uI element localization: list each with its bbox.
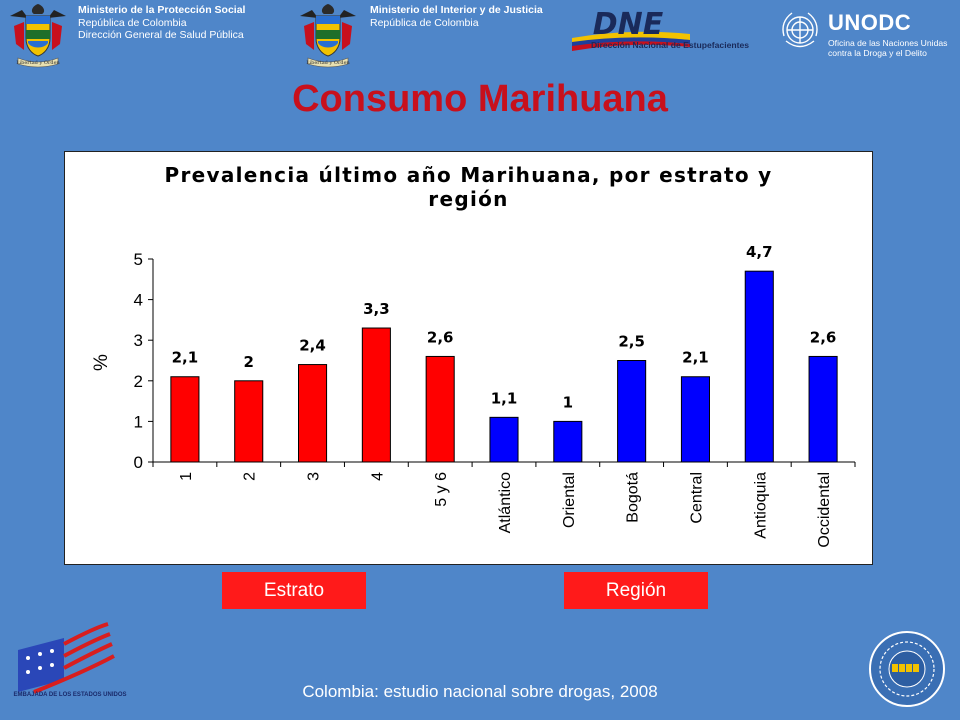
chart-panel: Prevalencia último año Marihuana, por es… [64, 151, 873, 565]
chart-title-line2: región [428, 187, 509, 211]
us-flag-icon: EMBAJADA DE LOS ESTADOS UNIDOS [4, 620, 136, 712]
category-label: Antioquia [752, 472, 769, 539]
bar-9 [680, 376, 710, 463]
bar-6 [489, 416, 519, 463]
ministry-protection-block: Ministerio de la Protección Social Repúb… [78, 4, 245, 42]
bar-value-label: 1,1 [491, 389, 518, 407]
bar-3 [298, 364, 328, 463]
svg-text:Libertad y Orden: Libertad y Orden [306, 60, 350, 66]
bar-chart: 0 1 2 3 4 5% 2,1 1 2 2 2,4 3 3,3 4 2,6 5 y 6 1,1 Atlántic… [91, 243, 856, 548]
bar-value-label: 2,5 [618, 333, 645, 351]
bar-8 [617, 360, 647, 463]
ministry-interior-block: Ministerio del Interior y de Justicia Re… [370, 4, 543, 29]
ministry-protection-direction: Dirección General de Salud Pública [78, 29, 244, 41]
bar-value-label: 2,1 [172, 349, 199, 367]
chart-title: Prevalencia último año Marihuana, por es… [65, 163, 872, 211]
category-label: 5 y 6 [433, 472, 450, 507]
unodc-subtitle-line2: contra la Droga y el Delito [828, 48, 927, 58]
dne-logo-icon: DNE [570, 4, 766, 52]
category-label: 3 [306, 472, 323, 481]
category-label: Bogotá [625, 472, 642, 523]
category-label: 1 [178, 472, 195, 481]
bar-value-label: 2,6 [810, 328, 837, 346]
bar-1 [170, 376, 200, 463]
bar-2 [234, 380, 264, 463]
category-label: 2 [242, 472, 259, 481]
category-label: Central [688, 472, 705, 524]
oas-seal-icon [868, 630, 946, 708]
un-emblem-icon [778, 8, 822, 52]
bar-5 [425, 355, 455, 463]
y-axis-label: % [91, 354, 112, 371]
unodc-subtitle: Oficina de las Naciones Unidas contra la… [828, 38, 947, 58]
ministry-protection-country: República de Colombia [78, 16, 187, 29]
category-label: Atlántico [497, 472, 514, 533]
colombia-crest-icon: Libertad y Orden [8, 2, 68, 68]
chart-title-line1: Prevalencia último año Marihuana, por es… [164, 163, 773, 187]
bar-value-label: 2,4 [299, 337, 326, 355]
y-tick-label: 0 [134, 453, 143, 472]
slide-title: Consumo Marihuana [292, 78, 668, 120]
category-label: Occidental [816, 472, 833, 548]
y-tick-label: 4 [134, 291, 143, 310]
bar-value-label: 2,1 [682, 349, 709, 367]
svg-text:Libertad y Orden: Libertad y Orden [16, 60, 60, 66]
svg-text:EMBAJADA DE LOS ESTADOS UNIDOS: EMBAJADA DE LOS ESTADOS UNIDOS [13, 692, 126, 698]
y-tick-label: 2 [134, 372, 143, 391]
ministry-interior-country: República de Colombia [370, 16, 479, 29]
category-label: 4 [369, 472, 386, 481]
category-label: Oriental [561, 472, 578, 528]
svg-text:DNE: DNE [593, 7, 664, 42]
y-tick-label: 5 [134, 250, 143, 269]
bar-value-label: 3,3 [363, 300, 390, 318]
unodc-acronym: UNODC [828, 10, 912, 35]
colombia-crest-icon: Libertad y Orden [298, 2, 358, 68]
y-tick-label: 1 [134, 412, 143, 431]
bar-7 [553, 420, 583, 463]
footer-source: Colombia: estudio nacional sobre drogas,… [302, 682, 658, 701]
bar-value-label: 1 [563, 393, 573, 411]
dne-name: Dirección Nacional de Estupefacientes [590, 40, 750, 50]
bar-value-label: 4,7 [746, 243, 773, 261]
y-tick-label: 3 [134, 331, 143, 350]
region-label: Región [564, 572, 708, 609]
bar-10 [744, 270, 774, 463]
estrato-label: Estrato [222, 572, 366, 609]
bar-11 [808, 355, 838, 463]
ministry-protection-title: Ministerio de la Protección Social [78, 4, 246, 16]
bar-value-label: 2 [244, 353, 254, 371]
unodc-subtitle-line1: Oficina de las Naciones Unidas [828, 38, 948, 48]
bar-4 [361, 327, 391, 463]
bar-value-label: 2,6 [427, 328, 454, 346]
ministry-interior-title: Ministerio del Interior y de Justicia [370, 4, 543, 16]
